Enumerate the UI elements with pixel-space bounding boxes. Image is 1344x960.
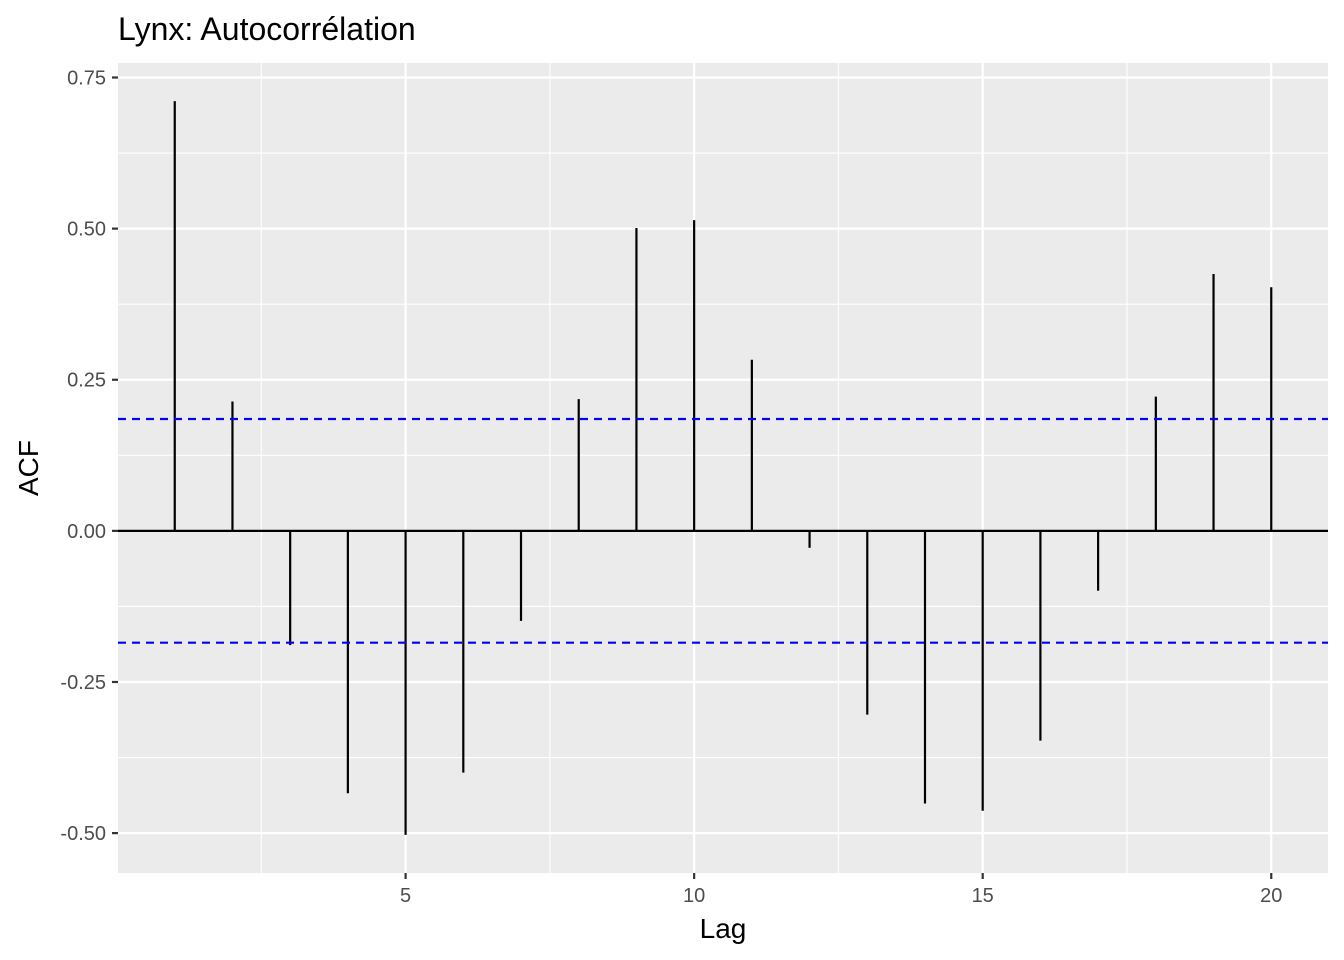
x-tick-label: 15 [972,885,994,907]
y-tick-label: -0.50 [60,823,106,845]
y-axis-title: ACF [13,440,44,496]
y-tick-label: 0.25 [67,370,106,392]
x-axis: 5 10 15 20 [400,873,1282,907]
x-axis-title: Lag [700,913,747,944]
grid-minor [118,63,1328,873]
y-tick-label: 0.00 [67,521,106,543]
chart-title: Lynx: Autocorrélation [118,11,416,47]
confidence-lines [118,417,1328,644]
y-tick-label: 0.50 [67,219,106,241]
y-tick-label: 0.75 [67,68,106,90]
x-tick-label: 20 [1260,885,1282,907]
plot-panel [118,63,1328,873]
y-axis: -0.50 -0.25 0.00 0.25 0.50 0.75 [60,68,118,845]
y-tick-label: -0.25 [60,672,106,694]
x-tick-label: 5 [400,885,411,907]
x-tick-label: 10 [683,885,705,907]
